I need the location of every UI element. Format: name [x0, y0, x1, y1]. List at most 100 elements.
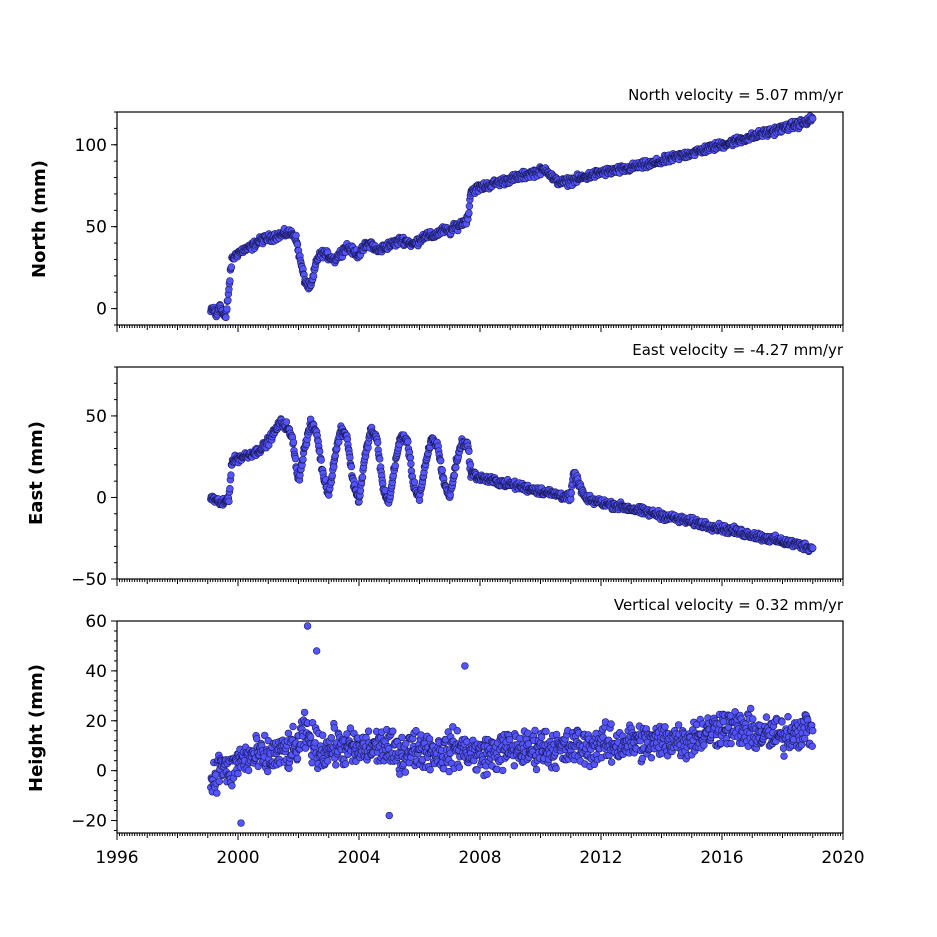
data-point	[784, 712, 792, 721]
data-point	[358, 473, 367, 481]
north-y-axis-label: North (mm)	[29, 160, 50, 278]
data-point	[552, 730, 561, 739]
y-tick-label: −50	[71, 570, 107, 590]
data-point	[727, 739, 735, 748]
data-point	[567, 489, 575, 497]
data-point	[244, 766, 253, 775]
data-point	[647, 754, 656, 762]
data-point	[226, 277, 234, 285]
data-point	[453, 726, 461, 735]
x-tick-label: 2012	[579, 848, 622, 868]
data-point	[438, 466, 446, 474]
data-point	[332, 761, 340, 769]
data-point	[213, 789, 221, 797]
data-point	[391, 461, 399, 470]
data-point	[374, 438, 382, 447]
height-y-axis-label: Height (mm)	[26, 664, 47, 792]
data-point	[542, 727, 550, 736]
data-point	[402, 740, 410, 748]
data-point	[222, 313, 230, 322]
data-point	[300, 708, 309, 717]
outlier-point	[312, 647, 321, 655]
data-point	[347, 462, 356, 471]
data-point	[227, 263, 236, 271]
y-tick-label: 0	[96, 488, 107, 508]
data-point	[483, 770, 491, 778]
east-panel: East velocity = -4.27 mm/yr East (mm) −5…	[26, 341, 844, 590]
data-point	[531, 726, 539, 735]
data-point	[398, 733, 406, 742]
data-point	[607, 758, 616, 766]
data-point	[510, 762, 518, 770]
data-point	[404, 437, 412, 446]
data-point	[437, 457, 445, 465]
vertical-velocity-label: Vertical velocity = 0.32 mm/yr	[614, 596, 844, 614]
data-point	[780, 752, 788, 760]
north-plot-frame	[116, 111, 844, 326]
data-point	[376, 455, 384, 463]
data-point	[364, 727, 373, 735]
data-point	[324, 757, 332, 765]
data-point	[319, 731, 327, 739]
north-velocity-label: North velocity = 5.07 mm/yr	[628, 86, 844, 104]
data-point	[292, 231, 300, 240]
data-point	[674, 721, 683, 729]
data-point	[661, 723, 669, 731]
east-velocity-label: East velocity = -4.27 mm/yr	[632, 341, 844, 359]
data-point	[465, 209, 473, 217]
data-point	[567, 495, 575, 503]
data-point	[346, 453, 354, 462]
x-tick-label: 2020	[821, 848, 864, 868]
data-point	[389, 727, 397, 735]
data-point	[452, 463, 460, 472]
data-point	[426, 765, 434, 774]
outlier-point	[385, 811, 393, 820]
data-point	[306, 733, 315, 741]
x-tick-label: 1996	[95, 848, 138, 868]
data-point	[226, 485, 234, 493]
data-point	[746, 704, 755, 713]
data-point	[607, 720, 615, 728]
data-point	[808, 742, 816, 750]
y-tick-label: 0	[96, 762, 107, 782]
data-point	[465, 202, 474, 211]
data-point	[719, 717, 728, 726]
data-point	[293, 754, 302, 763]
data-point	[425, 735, 434, 743]
data-point	[762, 713, 771, 721]
east-data-points	[207, 415, 817, 556]
outlier-point	[303, 622, 312, 630]
y-tick-label: −20	[71, 812, 107, 832]
height-panel: Vertical velocity = 0.32 mm/yr Height (m…	[26, 596, 865, 868]
data-point	[234, 769, 242, 778]
data-point	[228, 782, 236, 790]
data-point	[417, 731, 425, 739]
x-tick-label: 2000	[216, 848, 259, 868]
data-point	[532, 765, 541, 774]
data-point	[749, 715, 757, 723]
data-point	[809, 114, 817, 123]
data-point	[466, 461, 475, 469]
data-point	[455, 763, 463, 771]
data-point	[465, 447, 473, 455]
data-point	[809, 727, 817, 735]
data-point	[406, 454, 415, 462]
data-point	[299, 455, 307, 464]
data-point	[227, 471, 235, 479]
data-point	[407, 460, 415, 468]
data-point	[327, 733, 335, 742]
data-point	[410, 478, 419, 486]
outlier-point	[461, 662, 469, 670]
data-point	[225, 497, 233, 506]
data-point	[282, 418, 291, 426]
data-point	[316, 447, 324, 456]
data-point	[264, 767, 272, 776]
data-point	[289, 722, 297, 731]
y-tick-label: 0	[96, 300, 107, 320]
data-point	[289, 438, 298, 447]
east-axis-ticks: −50 0 50	[71, 366, 844, 590]
x-tick-label: 2016	[700, 848, 743, 868]
x-tick-label: 2004	[337, 848, 380, 868]
data-point	[778, 718, 786, 726]
